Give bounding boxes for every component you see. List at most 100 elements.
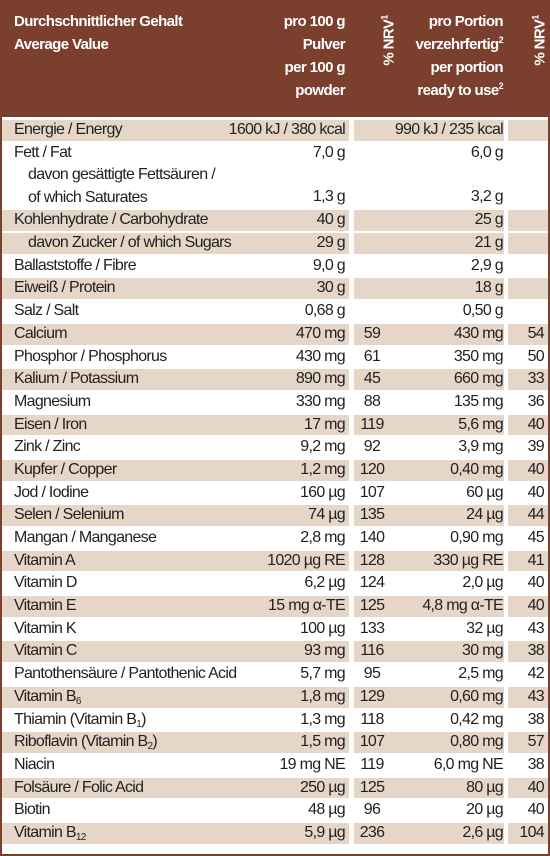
table-row: Niacin 19 mg NE 119 6,0 mg NE 38: [2, 754, 548, 777]
row-shading: [2, 822, 349, 844]
value-per-portion: 2,6 µg: [462, 823, 503, 841]
value-per-portion: 2,0 µg: [462, 574, 503, 592]
nutrient-name: Riboflavin (Vitamin B2): [14, 733, 158, 753]
nrv-per-portion: 50: [527, 347, 545, 365]
nrv-per-100g: 118: [360, 710, 384, 728]
row-shading: [2, 323, 349, 345]
row-shading: [508, 822, 548, 844]
header-average-value: Durchschnittlicher Gehalt Average Value: [14, 13, 183, 53]
row-shading: [2, 459, 349, 481]
row-shading: [2, 641, 349, 663]
value-per-portion: 135 mg: [453, 392, 504, 410]
table-row: Eiweiß / Protein 30 g 18 g: [2, 277, 548, 300]
row-shading: [508, 278, 548, 300]
value-per-100g: 5,7 mg: [300, 665, 345, 683]
nrv-per-portion: 36: [527, 392, 545, 410]
value-per-100g: 74 µg: [308, 506, 346, 524]
value-per-portion: 60 µg: [466, 483, 504, 501]
nrv-per-portion: 40: [527, 415, 545, 433]
nrv-per-portion: 41: [527, 551, 545, 569]
row-shading: [508, 777, 548, 799]
nrv-per-100g: 116: [360, 642, 384, 660]
value-per-100g: 19 mg NE: [279, 755, 345, 773]
value-per-100g: 160 µg: [299, 483, 346, 501]
value-per-portion: 30 mg: [462, 642, 504, 660]
row-shading: [354, 505, 504, 526]
value-per-100g: 1,5 mg: [300, 733, 345, 751]
value-per-100g: 330 mg: [295, 392, 346, 410]
value-per-100g: 0,68 g: [304, 302, 346, 320]
nutrient-name: Jod / Iodine: [14, 483, 89, 501]
header-nrv-per-portion: % NRV1: [530, 15, 549, 66]
value-per-portion: 2,5 mg: [458, 665, 503, 683]
value-per-portion: 0,80 mg: [450, 733, 504, 751]
row-shading: [508, 686, 548, 708]
table-row: Jod / Iodine 160 µg 107 60 µg 40: [2, 482, 548, 505]
value-per-100g: 1020 µg RE: [267, 551, 346, 569]
table-row: Zink / Zinc 9,2 mg 92 3,9 mg 39: [2, 436, 548, 459]
nutrient-name: Folsäure / Folic Acid: [14, 778, 144, 796]
nutrient-name: Kupfer / Copper: [14, 460, 117, 478]
nutrient-name: Fett / Fat: [14, 143, 72, 161]
nutrient-name: Ballaststoffe / Fibre: [14, 256, 137, 274]
table-row: Phosphor / Phosphorus 430 mg 61 350 mg 50: [2, 346, 548, 369]
nrv-per-100g: 120: [359, 460, 385, 478]
table-row: Fett / Fat 7,0 g 6,0 g: [2, 142, 548, 165]
nutrient-name: Zink / Zinc: [14, 438, 81, 456]
nrv-per-100g: 59: [363, 324, 381, 342]
row-shading: [508, 596, 548, 617]
row-shading: [508, 505, 548, 526]
value-per-portion: 0,42 mg: [450, 710, 504, 728]
row-shading: [354, 550, 504, 572]
row-shading: [2, 596, 349, 617]
nutrient-name: Phosphor / Phosphorus: [14, 347, 167, 365]
nrv-per-portion: 40: [527, 801, 545, 819]
value-per-portion: 3,2 g: [470, 188, 504, 206]
value-per-portion: 24 µg: [466, 506, 504, 524]
value-per-portion: 32 µg: [466, 619, 504, 637]
value-per-100g: 1,3 mg: [300, 710, 345, 728]
row-shading: [2, 278, 349, 300]
nrv-per-100g: 61: [363, 347, 381, 365]
nutrient-name: davon gesättigte Fettsäuren / of which Sa…: [28, 166, 216, 206]
nutrient-name: Energie / Energy: [14, 121, 123, 138]
row-shading: [354, 732, 504, 753]
nrv-per-100g: 236: [359, 823, 385, 841]
value-per-100g: 9,2 mg: [300, 438, 345, 456]
nrv-per-100g: 119: [360, 755, 384, 773]
value-per-100g: 1,2 mg: [300, 460, 345, 478]
value-per-100g: 100 µg: [299, 619, 346, 637]
value-per-portion: 80 µg: [466, 778, 504, 796]
nutrient-name: Mangan / Manganese: [14, 529, 157, 546]
row-shading: [508, 233, 548, 254]
value-per-portion: 350 mg: [453, 347, 504, 365]
nrv-per-100g: 107: [359, 483, 385, 501]
row-shading: [354, 459, 504, 481]
table-row: Kupfer / Copper 1,2 mg 120 0,40 mg 40: [2, 459, 548, 482]
nutrient-name: davon Zucker / of which Sugars: [28, 234, 232, 252]
table-row: davon Zucker / of which Sugars 29 g 21 g: [2, 232, 548, 255]
row-shading: [508, 369, 548, 390]
nrv-per-portion: 54: [527, 324, 545, 342]
nutrient-name: Salz / Salt: [14, 302, 79, 320]
nrv-per-100g: 45: [363, 370, 381, 388]
value-per-100g: 48 µg: [308, 801, 346, 819]
nutrient-name: Vitamin B12: [14, 823, 86, 843]
nrv-per-portion: 40: [527, 574, 545, 592]
table-row: Riboflavin (Vitamin B2) 1,5 mg 107 0,80 mg 5…: [2, 731, 548, 754]
header-nrv-per-100g: % NRV1: [379, 15, 398, 66]
value-per-portion: 2,9 g: [470, 256, 504, 274]
nutrient-name: Calcium: [14, 324, 68, 342]
value-per-100g: 29 g: [316, 234, 346, 252]
nutrient-name: Selen / Selenium: [14, 506, 124, 524]
nutrient-name: Kohlenhydrate / Carbohydrate: [14, 211, 209, 229]
value-per-100g: 15 mg α-TE: [268, 597, 346, 615]
value-per-100g: 1,8 mg: [300, 687, 345, 705]
nrv-per-portion: 42: [527, 665, 545, 683]
value-per-portion: 18 g: [474, 279, 504, 297]
value-per-portion: 0,50 g: [462, 302, 504, 320]
table-row: davon gesättigte Fettsäuren / of which Sa…: [2, 164, 548, 209]
row-shading: [354, 822, 504, 844]
table-row: Ballaststoffe / Fibre 9,0 g 2,9 g: [2, 255, 548, 278]
